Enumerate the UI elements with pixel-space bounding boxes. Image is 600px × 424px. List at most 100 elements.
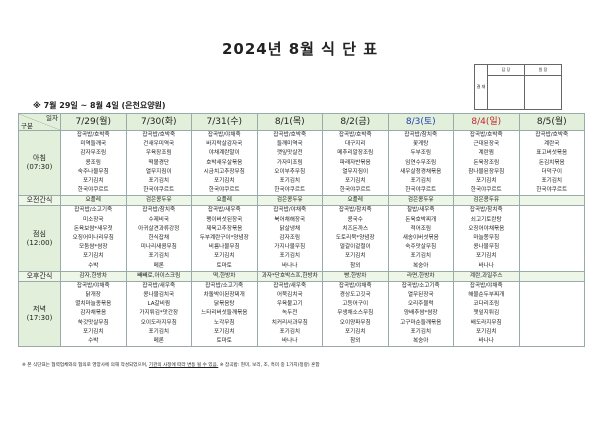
menu-item: 메론 [153, 262, 164, 269]
menu-item: 포기김치 [344, 253, 366, 260]
menu-item: 임연수무조림 [405, 159, 437, 166]
menu-item: 한국야쿠르트 [208, 187, 240, 194]
menu-item: 잡곡밥/소고기죽 [401, 282, 440, 289]
menu-item: 포기김치 [279, 178, 301, 185]
menu-item: 가지나물무침 [274, 244, 306, 251]
menu-item: 요플레 [85, 197, 101, 204]
menu-item: 도토리묵*양념장 [335, 235, 375, 242]
menu-item: 팽이버섯된장국 [206, 216, 243, 223]
meal-time: (12:00) [26, 238, 53, 247]
menu-item: 시금치고추장무침 [203, 168, 245, 175]
menu-item: 포기김치 [82, 253, 104, 260]
menu-item: 계란국 [544, 141, 560, 148]
menu-item: 잡곡밥/새우죽 [207, 207, 241, 214]
menu-cell: 잡곡밥/새우죽 팽이버섯된장국 제육고추장볶음 두부계란구이*양념장 비름나물무침 포기김… [191, 205, 258, 272]
menu-item: 잡곡밥/소고기죽 [205, 282, 244, 289]
menu-item: 열무지짐이 [145, 168, 172, 175]
menu-item: 돈김치볶음 [538, 159, 565, 166]
menu-cell: 계란,과일주스 [453, 270, 520, 282]
menu-item: 표고버섯볶음 [536, 150, 568, 157]
menu-item: 한국야쿠르트 [405, 187, 437, 194]
menu-item: 모둠쌈*쌈장 [78, 244, 108, 251]
day-header: 8/1(목) [256, 113, 323, 131]
menu-item: 제육고추장볶음 [206, 225, 243, 232]
meal-plan-table: 일자 구분 7/29(월) 7/30(화) 7/31(수) 8/1(목) 8/2(금) 8… [18, 113, 585, 348]
menu-item: 검은콩두유 [145, 197, 172, 204]
menu-item: 포기김치 [148, 253, 170, 260]
menu-item: 한국야쿠르트 [339, 187, 371, 194]
menu-cell: 잡곡밥/야채죽 북어채해장국 닭살냉채 감자조림 가지나물무침 포기김치 바나나 [256, 205, 323, 272]
menu-item: 닭개장 [85, 292, 101, 299]
menu-item: 복숭아 [413, 338, 429, 345]
menu-item: 바나나 [478, 262, 494, 269]
menu-cell: 과자*단호박스프,한방차 [256, 270, 323, 282]
day-header: 8/2(금) [322, 113, 389, 131]
menu-item: 잡곡밥/호박죽 [142, 132, 176, 138]
menu-cell [518, 280, 585, 348]
menu-item: 숙주나물무침 [77, 168, 109, 175]
menu-item: 포기김치 [213, 178, 235, 185]
menu-item: 수박 [88, 262, 99, 269]
menu-item: 한식잡채 [148, 235, 170, 242]
menu-cell: 잡곡밥/참치죽 수제비국 아귀살견과류강정 한식잡채 미나리새콤무침 포기김치 메론 [125, 205, 192, 272]
corner-category-label: 구분 [21, 122, 33, 130]
menu-item: 바지락살감자국 [206, 141, 243, 148]
menu-item: 차돌박이된장찌개 [203, 292, 245, 299]
menu-item: 감자무조림 [80, 150, 107, 157]
menu-item: 수제비국 [148, 216, 170, 223]
menu-cell: 잡곡밥/참치죽 꽃게탕 두부조림 임연수무조림 새우살청경채볶음 포기김치 한국야쿠르트 [387, 129, 454, 197]
menu-item: 포기김치 [82, 178, 104, 185]
menu-cell: 잡곡밥/소고기죽 미소장국 돈육보쌈*새우젓 오징어미나리무침 모둠쌈*쌈장 포기김치 수박 [60, 205, 127, 272]
menu-item: 포기김치 [213, 328, 235, 335]
menu-item: 콩나물무침 [473, 244, 500, 251]
menu-item: 우육장조림 [145, 150, 172, 157]
menu-item: 돈육보쌈*새우젓 [73, 225, 113, 232]
meal-row: 오전간식 요플레 검은콩두유 요플레 검은콩두유 요플레 검은콩두유 검은콩두유 [18, 195, 585, 207]
menu-cell: 잡곡밥/야채죽 바지락살감자국 야채계란말이 호박새우살볶음 시금치고추장무침 포기김치 한… [191, 129, 258, 197]
menu-cell: 검은콩두유 [453, 195, 520, 207]
menu-item: 포기김치 [410, 253, 432, 260]
note-grain: ※ 잡곡밥: 현미, 보리, 조, 흑미 중 1가지(정량) 혼합 [218, 363, 320, 368]
menu-item: 잡곡밥/참치죽 [469, 207, 503, 214]
menu-cell: 감자,한방차 [60, 270, 127, 282]
menu-cell: 잡곡밥/참치죽 쇠고기토란탕 오징어야채볶음 마늘쫑무침 콩나물무침 포기김치 바나나 [453, 205, 520, 272]
menu-item: 감자채볶음 [80, 310, 107, 317]
menu-item: 잡곡밥/참치죽 [142, 207, 176, 214]
menu-item: 돈육호박찌개 [405, 216, 437, 223]
menu-item: 해물순두부찌개 [468, 292, 505, 299]
meal-label: 아침 (07:30) [18, 129, 61, 197]
menu-item [520, 234, 585, 243]
menu-item: 잡곡밥/호박죽 [469, 132, 503, 138]
menu-item [520, 272, 585, 281]
menu-item: 두부계란구이*양념장 [199, 235, 249, 242]
menu-item [520, 328, 585, 337]
page-title: 2024년 8월 식 단 표 [221, 40, 379, 58]
menu-item: 가자미조림 [276, 159, 303, 166]
menu-item: 북어채해장국 [274, 216, 306, 223]
meal-name: 오전간식 [26, 196, 53, 205]
menu-item: 계란,과일주스 [469, 272, 503, 279]
table-header-row: 일자 구분 7/29(월) 7/30(화) 7/31(수) 8/1(목) 8/2(금) 8… [18, 113, 585, 131]
menu-item: 잡곡밥/호박죽 [273, 132, 307, 138]
menu-cell: 요플레 [322, 195, 389, 207]
menu-item: 아귀살견과류강정 [138, 225, 180, 232]
menu-item: 콩국수 [347, 216, 363, 223]
meal-name: 점심 [33, 229, 46, 238]
menu-item: 수박 [88, 338, 99, 345]
menu-item: 쑥갓맛살무침 [77, 319, 109, 326]
menu-item: 고등어구이 [342, 301, 369, 308]
menu-item: 검은콩두유 [407, 197, 434, 204]
menu-item: 어묵김치국 [276, 292, 303, 299]
menu-item: 녹두전 [282, 310, 298, 317]
menu-item: 복숭아 [413, 262, 429, 269]
menu-item: 잡곡밥/야채죽 [76, 282, 110, 289]
menu-item: 빼빼로,아이스크림 [137, 272, 181, 279]
menu-item: 미소장국 [82, 216, 104, 223]
menu-item: 잡곡밥/호박죽 [338, 132, 372, 138]
menu-item: 노각무침 [213, 319, 235, 326]
approval-sign-director [524, 75, 562, 110]
menu-item: 포기김치 [344, 328, 366, 335]
menu-item: 찰밥/새우죽 [406, 207, 435, 214]
menu-item: 잡곡밥/야채죽 [469, 282, 503, 289]
menu-item: 감자조림 [279, 235, 301, 242]
